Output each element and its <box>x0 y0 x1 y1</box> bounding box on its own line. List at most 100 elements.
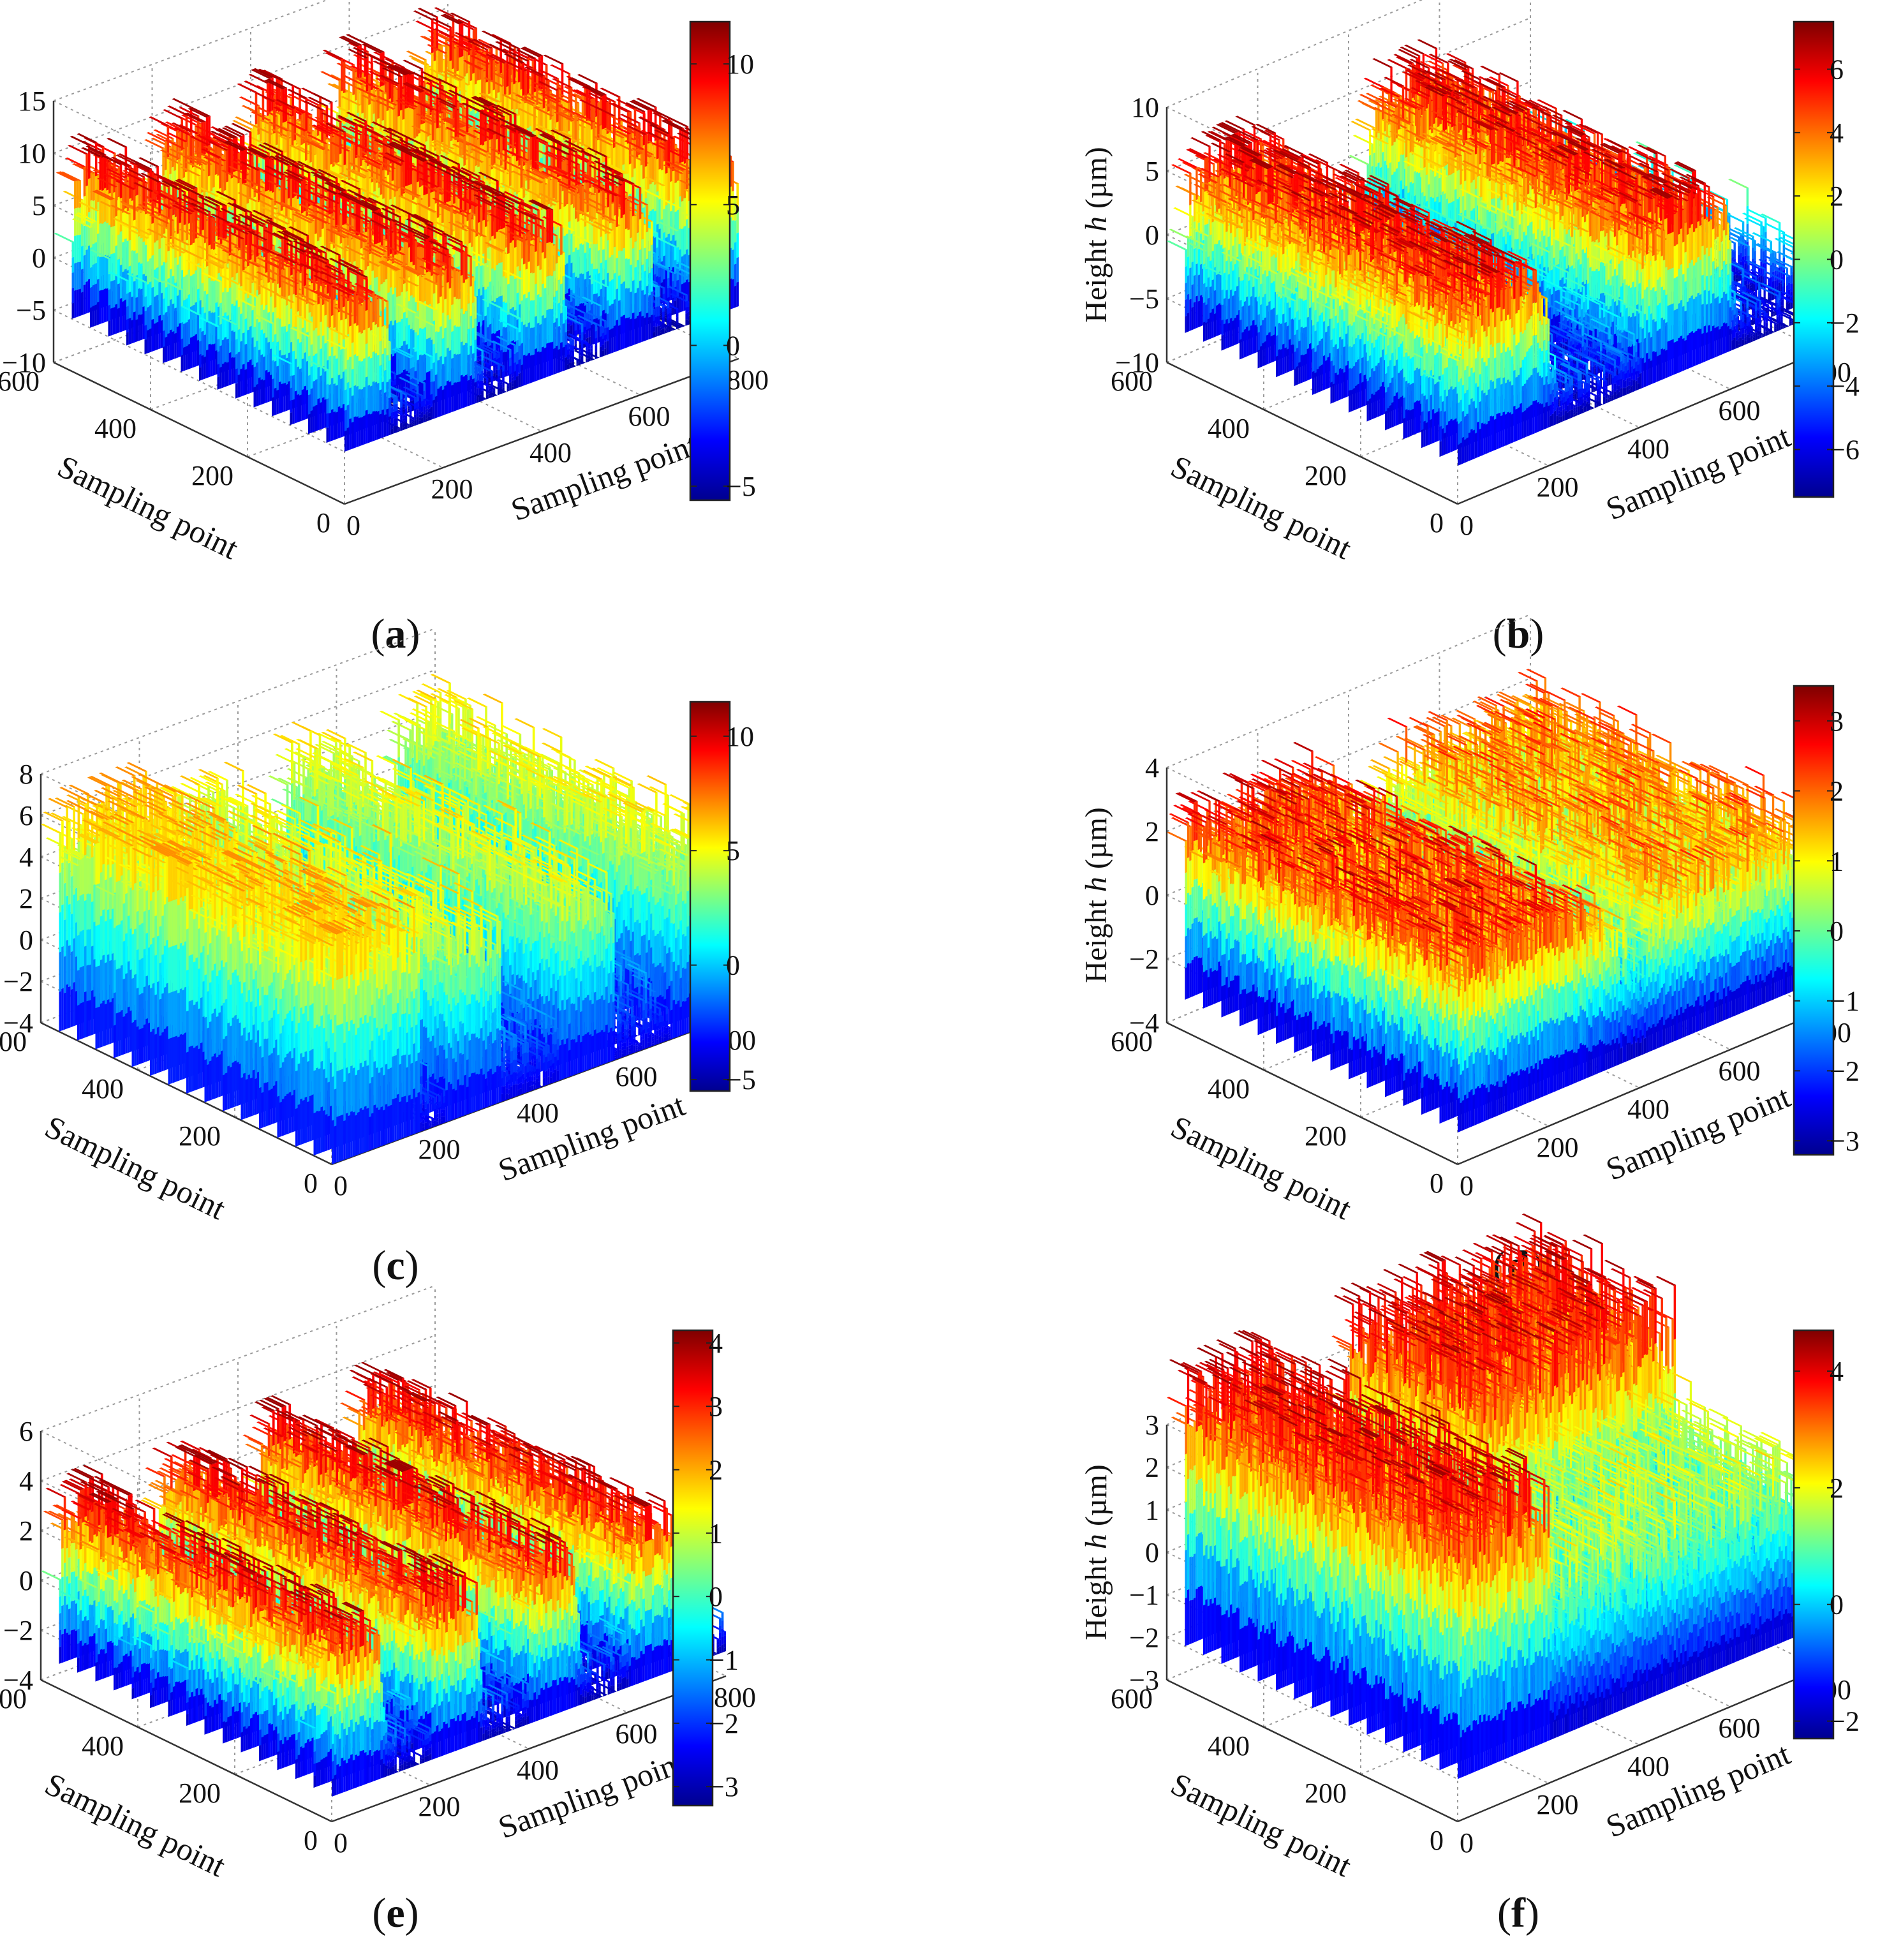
panel-e: −4−2024602004006008000200400600Height h … <box>0 1286 756 1936</box>
z-tick-label: 6 <box>19 800 33 831</box>
z-tick-label: 15 <box>18 85 46 117</box>
colorbar-gradient <box>1794 1330 1833 1739</box>
colorbar-tick-label: 4 <box>709 1328 723 1359</box>
y-tick-label: 0 <box>304 1825 318 1856</box>
z-tick-label: 3 <box>1145 1409 1159 1441</box>
z-tick-label: 0 <box>19 924 33 956</box>
panel-caption-letter: c <box>386 1242 404 1289</box>
x-tick-label: 0 <box>1460 1827 1474 1859</box>
z-tick-label: 1 <box>1145 1494 1159 1526</box>
x-tick-label: 600 <box>616 1061 658 1092</box>
x-tick-label: 600 <box>1719 1712 1761 1744</box>
panel-f: −3−2−1012302004006008000200400600Height … <box>1079 1214 1860 1936</box>
colorbar-tick-label: 0 <box>726 950 740 981</box>
z-tick-label: 10 <box>1131 92 1159 123</box>
z-axis-label: Height h (µm) <box>1079 807 1113 983</box>
z-tick-label: 0 <box>1145 880 1159 911</box>
z-tick-label: 5 <box>1145 156 1159 187</box>
z-tick-label: 10 <box>18 138 46 169</box>
x-tick-label: 400 <box>1627 1751 1669 1782</box>
colorbar-tick-label: 2 <box>1830 181 1844 212</box>
colorbar-tick-label: 2 <box>709 1455 723 1486</box>
z-tick-label: 2 <box>19 1515 33 1547</box>
colorbar-tick-label: −4 <box>1830 371 1860 402</box>
y-tick-label: 400 <box>1208 1730 1250 1762</box>
x-tick-label: 200 <box>1537 1132 1579 1163</box>
y-tick-label: 400 <box>82 1073 124 1104</box>
z-tick-label: 4 <box>1145 752 1159 783</box>
panel-caption-letter: e <box>386 1890 404 1936</box>
x-tick-label: 200 <box>431 473 473 505</box>
colorbar-tick-label: 0 <box>709 1581 723 1612</box>
z-tick-label: −2 <box>3 966 33 997</box>
colorbar-tick-label: 0 <box>1830 1589 1844 1621</box>
panel-caption: (a) <box>371 611 420 657</box>
y-tick-label: 400 <box>1208 413 1250 444</box>
colorbar-tick-label: −1 <box>709 1645 739 1676</box>
y-tick-label: 200 <box>179 1778 221 1809</box>
surface <box>54 7 739 452</box>
y-tick-label: 600 <box>1111 1026 1153 1057</box>
colorbar-tick-label: −3 <box>1830 1125 1860 1157</box>
colorbar-tick-label: 4 <box>1830 117 1844 149</box>
x-tick-label: 800 <box>727 364 769 396</box>
y-tick-label: 600 <box>1111 366 1153 397</box>
y-tick-label: 400 <box>1208 1073 1250 1104</box>
panel-caption: (c) <box>372 1242 418 1289</box>
colorbar-tick-label: 2 <box>1830 776 1844 807</box>
y-tick-label: 400 <box>82 1730 124 1762</box>
z-axis-label-var: h <box>1079 1534 1113 1549</box>
colorbar-tick-label: 3 <box>1830 706 1844 737</box>
x-tick-label: 200 <box>418 1791 461 1822</box>
y-tick-label: 600 <box>1111 1683 1153 1714</box>
colorbar-gradient <box>690 22 730 500</box>
z-axis-label-prefix: Height <box>1079 892 1113 983</box>
panel-c: −4−20246802004006008000200400600Height h… <box>0 628 756 1289</box>
z-axis-label-prefix: Height <box>1079 1549 1113 1640</box>
z-tick-label: −2 <box>3 1615 33 1646</box>
y-tick-label: 0 <box>304 1168 318 1199</box>
x-tick-label: 400 <box>529 437 572 468</box>
z-tick-label: −2 <box>1129 944 1159 975</box>
colorbar-tick-label: −5 <box>726 1064 756 1095</box>
z-tick-label: 0 <box>19 1565 33 1596</box>
colorbar-tick-label: 0 <box>1830 244 1844 276</box>
colorbar-gradient <box>673 1330 713 1806</box>
panel-caption-letter: f <box>1511 1890 1526 1936</box>
y-tick-label: 600 <box>0 1026 27 1057</box>
colorbar-tick-label: 6 <box>1830 54 1844 85</box>
x-tick-label: 600 <box>628 401 670 432</box>
z-axis-label-suffix: (µm) <box>1079 147 1113 216</box>
z-tick-label: 4 <box>19 842 33 873</box>
colorbar-tick-label: −2 <box>1830 308 1860 339</box>
y-tick-label: 200 <box>1305 1778 1347 1809</box>
x-tick-label: 0 <box>346 510 360 541</box>
colorbar-tick-label: 5 <box>726 189 740 221</box>
z-tick-label: −5 <box>1129 283 1159 315</box>
x-tick-label: 400 <box>1627 1094 1669 1125</box>
z-tick-label: −5 <box>16 295 46 326</box>
surface <box>1167 1214 1821 1779</box>
y-tick-label: 0 <box>1430 1825 1444 1856</box>
panel-b: −10−5051002004006008000200400600Height h… <box>1079 0 1860 657</box>
colorbar-tick-label: −2 <box>1830 1706 1860 1737</box>
x-tick-label: 0 <box>1460 1170 1474 1201</box>
x-tick-label: 400 <box>517 1755 559 1786</box>
x-tick-label: 200 <box>418 1134 461 1165</box>
colorbar-tick-label: 5 <box>726 835 740 866</box>
z-tick-label: −2 <box>1129 1622 1159 1653</box>
z-tick-label: 2 <box>1145 1452 1159 1483</box>
panel-d: −4−202402004006008000200400600Height h (… <box>1079 614 1860 1289</box>
x-tick-label: 600 <box>1719 1055 1761 1087</box>
x-tick-label: 0 <box>1460 510 1474 541</box>
colorbar-tick-label: −2 <box>709 1708 739 1739</box>
colorbar-tick-label: 10 <box>726 721 754 752</box>
colorbar-tick-label: 0 <box>1830 916 1844 947</box>
colorbar-gradient <box>1794 686 1833 1155</box>
x-tick-label: 0 <box>334 1170 348 1201</box>
panel-caption-letter: b <box>1507 611 1530 657</box>
colorbar-tick-label: 10 <box>726 48 754 80</box>
z-tick-label: 0 <box>1145 1537 1159 1568</box>
z-tick-label: −1 <box>1129 1580 1159 1611</box>
